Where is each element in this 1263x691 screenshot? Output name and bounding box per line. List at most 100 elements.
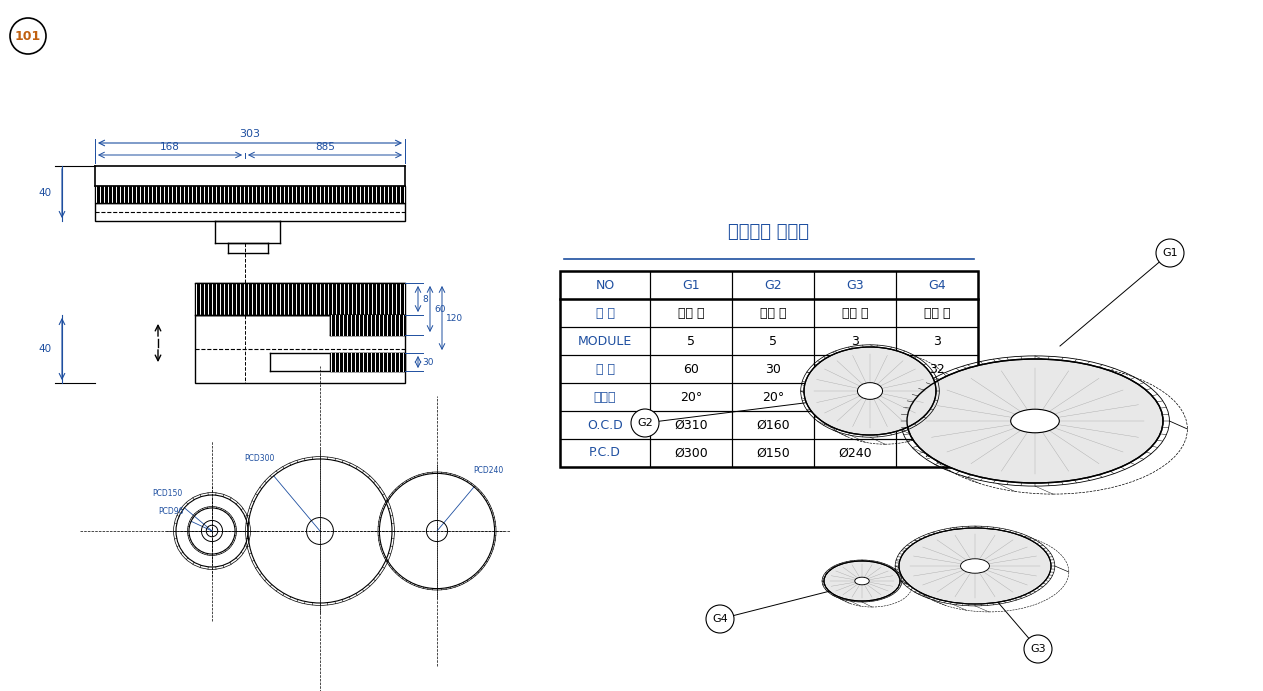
Text: 3: 3 <box>851 334 859 348</box>
Bar <box>895 355 978 383</box>
Circle shape <box>706 605 734 633</box>
Text: 20°: 20° <box>844 390 866 404</box>
Bar <box>560 355 650 383</box>
Text: G4: G4 <box>928 278 946 292</box>
Ellipse shape <box>855 577 869 585</box>
Ellipse shape <box>805 347 936 435</box>
Text: 40: 40 <box>39 344 52 354</box>
Text: 5: 5 <box>687 334 695 348</box>
Bar <box>733 271 813 299</box>
Bar <box>650 411 733 439</box>
Ellipse shape <box>858 383 883 399</box>
Ellipse shape <box>1010 409 1060 433</box>
Text: 120: 120 <box>446 314 464 323</box>
Text: Ø300: Ø300 <box>674 446 707 460</box>
Bar <box>95 186 405 203</box>
Text: 101: 101 <box>15 30 42 43</box>
Text: Ø246: Ø246 <box>839 419 871 431</box>
Bar <box>650 327 733 355</box>
Bar <box>195 315 405 383</box>
Bar <box>560 439 650 467</box>
Bar <box>895 299 978 327</box>
Bar <box>895 327 978 355</box>
Text: G2: G2 <box>637 418 653 428</box>
Bar <box>813 383 895 411</box>
Ellipse shape <box>823 561 901 601</box>
Circle shape <box>1024 635 1052 663</box>
Bar <box>650 439 733 467</box>
Bar <box>895 271 978 299</box>
Text: G3: G3 <box>846 278 864 292</box>
Text: Ø150: Ø150 <box>757 446 789 460</box>
Text: G2: G2 <box>764 278 782 292</box>
Bar <box>560 271 650 299</box>
Text: Ø102: Ø102 <box>921 419 954 431</box>
Text: 20°: 20° <box>679 390 702 404</box>
Circle shape <box>632 409 659 437</box>
Text: 30: 30 <box>422 357 433 366</box>
Text: 3: 3 <box>933 334 941 348</box>
Bar <box>560 383 650 411</box>
Text: Ø96: Ø96 <box>925 446 950 460</box>
Bar <box>195 283 405 315</box>
Text: 잇 수: 잇 수 <box>595 363 615 375</box>
Bar <box>813 299 895 327</box>
Bar <box>650 299 733 327</box>
Text: 60: 60 <box>683 363 698 375</box>
Text: Ø310: Ø310 <box>674 419 707 431</box>
Text: G4: G4 <box>712 614 727 624</box>
Text: 보통 이: 보통 이 <box>841 307 868 319</box>
Bar <box>733 299 813 327</box>
Bar <box>650 271 733 299</box>
Text: 168: 168 <box>160 142 179 152</box>
Text: NO: NO <box>595 278 615 292</box>
Text: 보통 이: 보통 이 <box>678 307 705 319</box>
Text: 8: 8 <box>422 294 428 303</box>
Text: 30: 30 <box>765 363 781 375</box>
Text: MODULE: MODULE <box>578 334 632 348</box>
Text: 스퍼기어 요목표: 스퍼기어 요목표 <box>729 223 810 241</box>
Bar <box>95 203 405 221</box>
Text: G1: G1 <box>1162 248 1178 258</box>
Text: O.C.D: O.C.D <box>587 419 623 431</box>
Text: 보통 이: 보통 이 <box>923 307 950 319</box>
Bar <box>895 383 978 411</box>
Text: G1: G1 <box>682 278 700 292</box>
Text: 885: 885 <box>314 142 335 152</box>
Text: 40: 40 <box>39 188 52 198</box>
Bar <box>560 271 978 467</box>
Bar <box>560 411 650 439</box>
Text: P.C.D: P.C.D <box>589 446 621 460</box>
Bar <box>813 271 895 299</box>
Text: Ø160: Ø160 <box>757 419 789 431</box>
Circle shape <box>1156 239 1183 267</box>
Ellipse shape <box>899 528 1051 604</box>
Bar <box>813 327 895 355</box>
Bar <box>733 383 813 411</box>
Bar <box>813 411 895 439</box>
Text: 치 형: 치 형 <box>595 307 615 319</box>
Text: 5: 5 <box>769 334 777 348</box>
Text: Ø240: Ø240 <box>839 446 871 460</box>
Text: 60: 60 <box>434 305 446 314</box>
Bar <box>813 439 895 467</box>
Ellipse shape <box>961 559 989 574</box>
Text: 20°: 20° <box>762 390 784 404</box>
Bar <box>895 439 978 467</box>
Text: 303: 303 <box>240 129 260 139</box>
Text: 압력각: 압력각 <box>594 390 616 404</box>
Bar <box>560 299 650 327</box>
Bar <box>650 355 733 383</box>
Text: 보통 이: 보통 이 <box>760 307 787 319</box>
Text: PCD240: PCD240 <box>474 466 503 475</box>
Text: PCD96: PCD96 <box>158 507 184 516</box>
Bar <box>813 355 895 383</box>
Bar <box>560 327 650 355</box>
Bar <box>733 439 813 467</box>
Bar <box>895 411 978 439</box>
Bar <box>650 383 733 411</box>
Bar <box>733 411 813 439</box>
Bar <box>330 353 405 371</box>
Bar <box>330 315 405 335</box>
Text: 20°: 20° <box>926 390 949 404</box>
